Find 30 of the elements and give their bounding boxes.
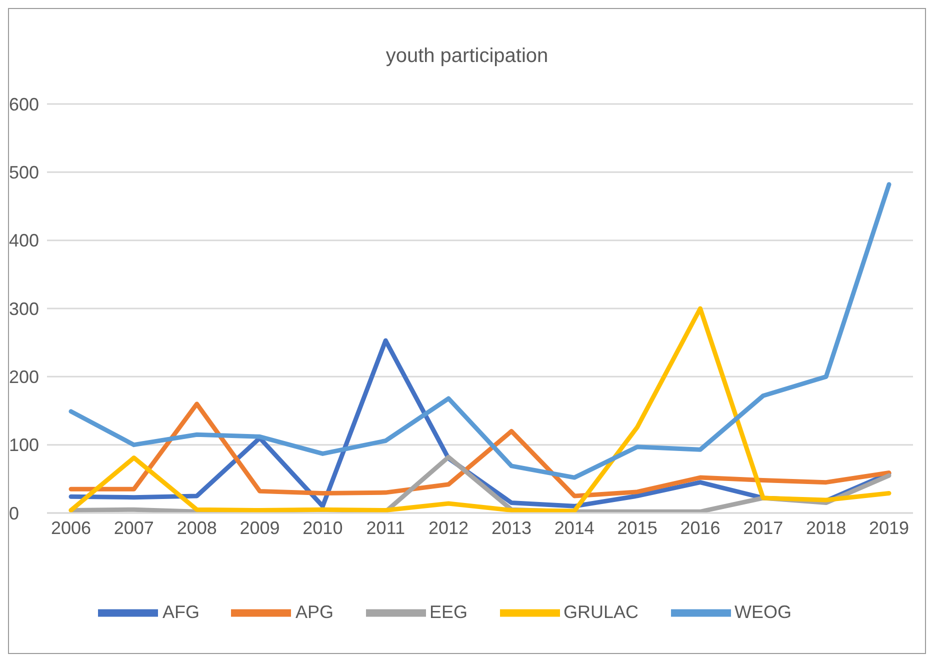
y-tick-label: 200	[9, 367, 40, 388]
y-tick-label: 600	[9, 94, 40, 114]
y-tick-label: 300	[9, 298, 40, 319]
legend-label: WEOG	[734, 602, 792, 622]
legend-label: APG	[295, 602, 334, 622]
x-tick-label: 2016	[680, 518, 720, 538]
x-tick-label: 2013	[491, 518, 532, 538]
line-series	[68, 402, 892, 498]
x-tick-label: 2010	[302, 518, 343, 538]
y-tick-label: 100	[9, 435, 40, 456]
x-tick-label: 2011	[366, 518, 405, 538]
x-tick-label: 2019	[868, 518, 910, 538]
legend-label: GRULAC	[564, 602, 639, 622]
x-tick-label: 2006	[50, 518, 92, 538]
y-tick-label: 400	[9, 230, 40, 251]
y-tick-label: 500	[9, 162, 40, 183]
legend-label: AFG	[162, 602, 200, 622]
line-series	[68, 306, 892, 513]
x-tick-label: 2017	[743, 518, 784, 538]
x-tick-label: 2012	[428, 518, 469, 538]
x-tick-label: 2018	[806, 518, 846, 538]
x-tick-label: 2009	[240, 518, 280, 538]
x-tick-label: 2008	[176, 518, 217, 538]
y-tick-label: 0	[9, 503, 20, 524]
x-tick-label: 2015	[617, 518, 658, 538]
x-tick-label: 2014	[554, 518, 594, 538]
line-series	[68, 182, 892, 480]
chart-title: youth participation	[384, 45, 550, 68]
x-tick-label: 2007	[114, 518, 154, 538]
legend-label: EEG	[430, 602, 468, 622]
